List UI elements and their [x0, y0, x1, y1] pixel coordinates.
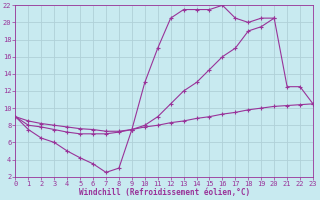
X-axis label: Windchill (Refroidissement éolien,°C): Windchill (Refroidissement éolien,°C) — [79, 188, 250, 197]
